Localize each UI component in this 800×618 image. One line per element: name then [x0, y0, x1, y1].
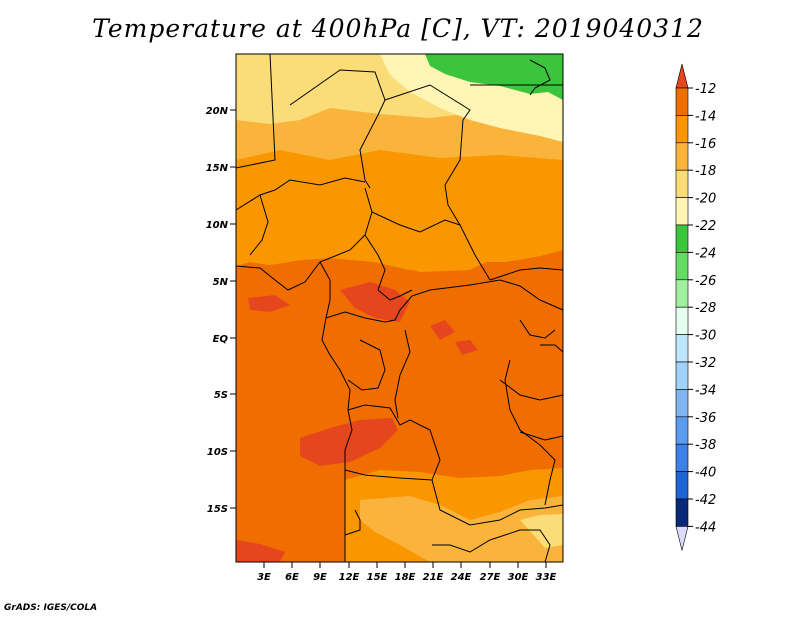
field-band-north-16 — [236, 150, 563, 270]
colorbar-label: -28 — [695, 301, 716, 316]
lon-label: 15E — [367, 572, 388, 583]
border-line — [364, 234, 413, 301]
colorbar-label: -12 — [695, 82, 716, 97]
border-line — [371, 211, 461, 233]
colorbar-swatch — [675, 361, 689, 390]
border-line — [540, 344, 564, 353]
lon-label: 30E — [508, 572, 529, 583]
longitude-axis: 3E 6E 9E 12E 15E 18E 21E 24E 27E 30E 33E — [257, 562, 557, 583]
border-line — [499, 379, 564, 401]
border-line — [394, 329, 411, 419]
colorbar-label: -26 — [695, 274, 716, 289]
colorbar-swatch — [675, 142, 689, 171]
border-line — [344, 509, 361, 536]
colorbar-swatch — [675, 252, 689, 281]
colorbar-label: -38 — [695, 438, 716, 453]
colorbar-swatch — [675, 115, 689, 144]
colorbar: -12 -14 -16 -18 -20 -22 -24 -26 -28 -30 -32 -34 -36 -… — [675, 63, 716, 551]
colorbar-label: -44 — [695, 520, 716, 535]
border-line — [321, 317, 353, 562]
colorbar-label: -32 — [695, 356, 716, 371]
border-line — [235, 187, 373, 291]
border-line — [519, 319, 556, 339]
lat-label: 15S — [207, 504, 228, 515]
country-borders — [235, 53, 564, 563]
colorbar-label: -16 — [695, 137, 716, 152]
border-line — [489, 267, 564, 281]
colorbar-swatch — [675, 471, 689, 500]
colorbar-label: -36 — [695, 411, 716, 426]
border-line — [411, 279, 564, 311]
map-frame — [235, 53, 564, 563]
colorbar-swatch — [675, 306, 689, 335]
colorbar-label: -24 — [695, 246, 716, 261]
colorbar-swatch — [675, 279, 689, 308]
colorbar-swatch — [675, 197, 689, 226]
grads-credit: GrADS: IGES/COLA — [4, 603, 98, 613]
colorbar-swatch — [675, 169, 689, 198]
colorbar-label: -30 — [695, 329, 716, 344]
temperature-field — [236, 54, 563, 562]
colorbar-label: -22 — [695, 219, 716, 234]
colorbar-label: -14 — [695, 109, 716, 124]
border-line — [344, 469, 433, 481]
colorbar-label: -20 — [695, 192, 716, 207]
lon-label: 27E — [480, 572, 501, 583]
field-band-north-24 — [425, 54, 563, 100]
colorbar-label: -40 — [695, 466, 716, 481]
lat-label: EQ — [213, 334, 229, 345]
border-line — [519, 431, 564, 441]
field-patch-12-c — [300, 418, 398, 466]
colorbar-label: -42 — [695, 493, 716, 508]
field-tongue-16 — [360, 230, 500, 272]
colorbar-swatch — [675, 498, 689, 527]
lon-label: 24E — [451, 572, 472, 583]
colorbar-swatch — [675, 416, 689, 445]
lat-label: 15N — [206, 163, 229, 174]
map-title: Temperature at 400hPa [C], VT: 201904031… — [92, 14, 704, 43]
field-patch-12-e — [430, 320, 455, 340]
field-band-south-20 — [520, 514, 563, 548]
border-line — [319, 261, 331, 319]
lon-label: 21E — [423, 572, 444, 583]
lat-label: 10N — [206, 220, 229, 231]
colorbar-swatch — [675, 224, 689, 253]
field-band-south-18 — [360, 496, 563, 562]
lon-label: 12E — [339, 572, 360, 583]
lat-label: 10S — [207, 447, 228, 458]
border-line — [347, 404, 564, 526]
field-patch-12-a — [340, 282, 410, 322]
lon-label: 6E — [285, 572, 299, 583]
lon-label: 33E — [536, 572, 557, 583]
colorbar-cap-bottom — [675, 526, 689, 551]
colorbar-swatch — [675, 334, 689, 363]
colorbar-swatch — [675, 443, 689, 472]
latitude-axis: 20N 15N 10N 5N EQ 5S 10S 15S — [206, 106, 236, 515]
lat-label: 5N — [213, 277, 229, 288]
field-patch-12-b — [248, 295, 290, 312]
colorbar-label: -34 — [695, 383, 716, 398]
border-line — [504, 359, 556, 506]
border-line — [529, 59, 551, 96]
lon-label: 3E — [257, 572, 271, 583]
border-line — [289, 69, 386, 189]
border-line — [347, 339, 386, 391]
colorbar-label: -18 — [695, 164, 716, 179]
field-patch-12-d — [236, 540, 285, 562]
lat-label: 5S — [214, 390, 228, 401]
colorbar-swatch — [675, 87, 689, 116]
lat-label: 20N — [206, 106, 229, 117]
colorbar-cap-top — [675, 63, 689, 89]
border-line — [325, 295, 413, 323]
lon-label: 9E — [313, 572, 327, 583]
border-line — [235, 53, 276, 169]
field-patch-12-f — [455, 340, 478, 355]
border-line — [384, 84, 491, 281]
border-line — [432, 529, 551, 563]
lon-label: 18E — [395, 572, 416, 583]
colorbar-swatch — [675, 389, 689, 418]
border-line — [249, 194, 269, 256]
